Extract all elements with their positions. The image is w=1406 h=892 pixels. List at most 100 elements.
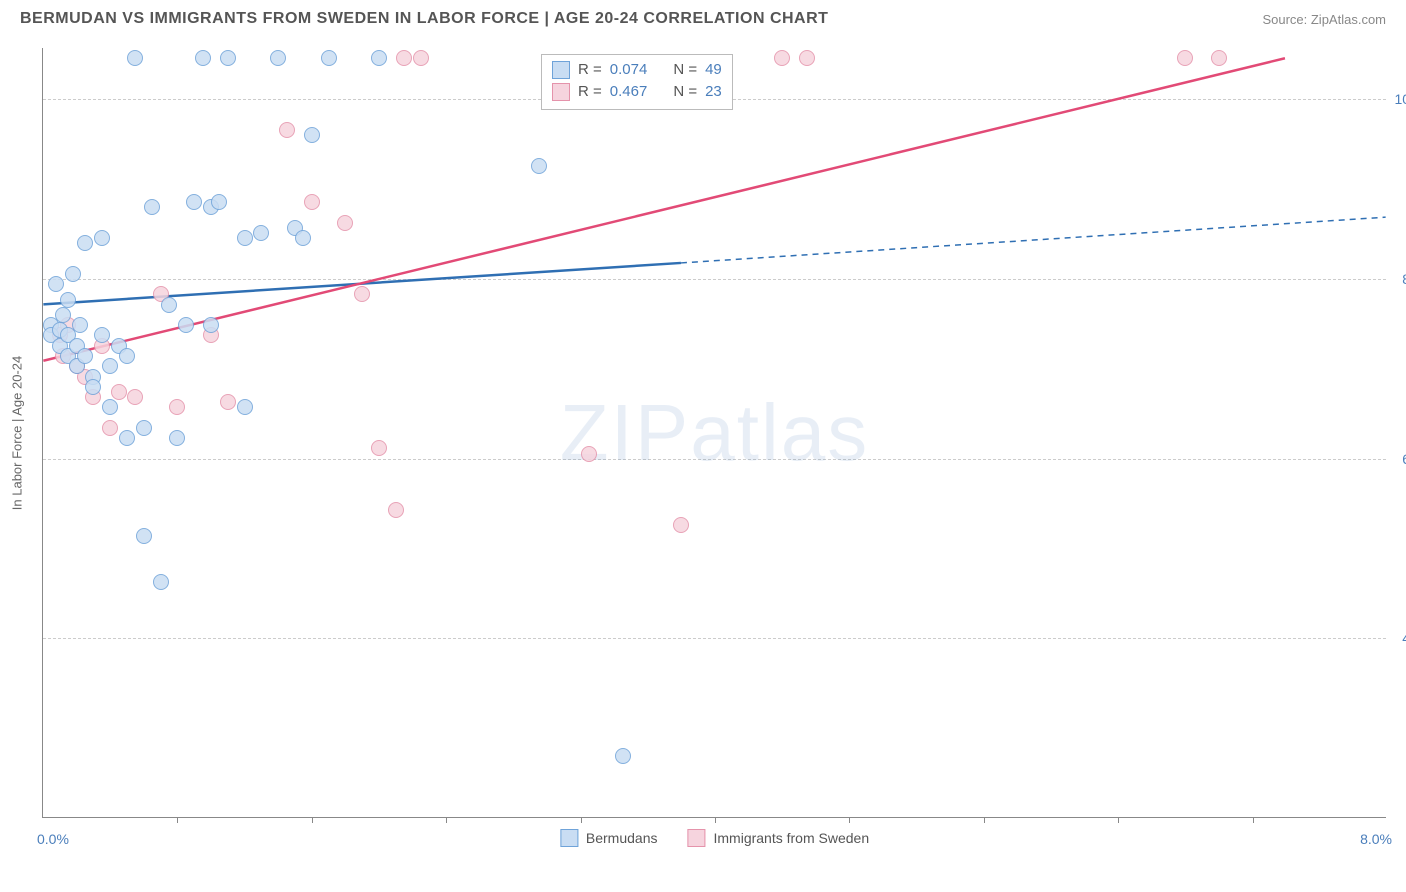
x-axis-min-label: 0.0% [37,831,69,847]
data-point [127,389,143,405]
data-point [279,122,295,138]
n-label: N = [673,59,697,81]
data-point [295,230,311,246]
x-tick [581,817,582,823]
x-tick [446,817,447,823]
data-point [111,384,127,400]
data-point [94,230,110,246]
data-point [774,50,790,66]
data-point [85,379,101,395]
data-point [48,276,64,292]
data-point [304,194,320,210]
data-point [371,440,387,456]
data-point [673,517,689,533]
x-tick [984,817,985,823]
x-tick [715,817,716,823]
legend-row-bermudans: R = 0.074 N = 49 [552,59,722,81]
swatch-sweden [687,829,705,847]
scatter-chart: In Labor Force | Age 20-24 47.5%65.0%82.… [42,48,1386,818]
legend-item-sweden: Immigrants from Sweden [687,829,869,847]
series-legend: Bermudans Immigrants from Sweden [560,829,869,847]
y-tick-label: 47.5% [1392,630,1406,646]
swatch-bermudans [560,829,578,847]
swatch-sweden [552,83,570,101]
data-point [237,230,253,246]
data-point [799,50,815,66]
data-point [203,317,219,333]
watermark: ZIPatlas [560,387,869,479]
data-point [136,528,152,544]
y-tick-label: 82.5% [1392,271,1406,287]
r-value-bermudans: 0.074 [610,59,648,81]
data-point [371,50,387,66]
data-point [65,266,81,282]
data-point [186,194,202,210]
source-label: Source: ZipAtlas.com [1262,12,1386,27]
data-point [77,235,93,251]
x-tick [1118,817,1119,823]
data-point [531,158,547,174]
data-point [55,307,71,323]
data-point [270,50,286,66]
data-point [153,574,169,590]
data-point [119,430,135,446]
data-point [354,286,370,302]
y-axis-title: In Labor Force | Age 20-24 [10,355,25,509]
data-point [136,420,152,436]
data-point [581,446,597,462]
n-label: N = [673,81,697,103]
x-tick [849,817,850,823]
data-point [388,502,404,518]
r-label: R = [578,59,602,81]
data-point [144,199,160,215]
data-point [396,50,412,66]
r-value-sweden: 0.467 [610,81,648,103]
data-point [413,50,429,66]
data-point [102,420,118,436]
data-point [220,50,236,66]
x-axis-max-label: 8.0% [1360,831,1392,847]
data-point [1177,50,1193,66]
data-point [102,399,118,415]
r-label: R = [578,81,602,103]
y-tick-label: 65.0% [1392,451,1406,467]
data-point [94,327,110,343]
data-point [72,317,88,333]
data-point [60,292,76,308]
data-point [77,348,93,364]
data-point [1211,50,1227,66]
gridline [43,459,1386,460]
data-point [169,399,185,415]
data-point [237,399,253,415]
page-title: BERMUDAN VS IMMIGRANTS FROM SWEDEN IN LA… [20,10,828,28]
n-value-bermudans: 49 [705,59,722,81]
x-tick [177,817,178,823]
legend-label-sweden: Immigrants from Sweden [713,830,869,846]
data-point [304,127,320,143]
data-point [102,358,118,374]
gridline [43,638,1386,639]
data-point [615,748,631,764]
data-point [253,225,269,241]
gridline [43,279,1386,280]
data-point [161,297,177,313]
data-point [321,50,337,66]
data-point [195,50,211,66]
correlation-legend: R = 0.074 N = 49 R = 0.467 N = 23 [541,54,733,110]
data-point [178,317,194,333]
data-point [211,194,227,210]
trend-lines [43,48,1386,817]
data-point [169,430,185,446]
x-tick [312,817,313,823]
x-tick [1253,817,1254,823]
legend-label-bermudans: Bermudans [586,830,658,846]
y-tick-label: 100.0% [1392,91,1406,107]
legend-row-sweden: R = 0.467 N = 23 [552,81,722,103]
n-value-sweden: 23 [705,81,722,103]
swatch-bermudans [552,61,570,79]
data-point [127,50,143,66]
data-point [220,394,236,410]
data-point [119,348,135,364]
legend-item-bermudans: Bermudans [560,829,658,847]
data-point [337,215,353,231]
